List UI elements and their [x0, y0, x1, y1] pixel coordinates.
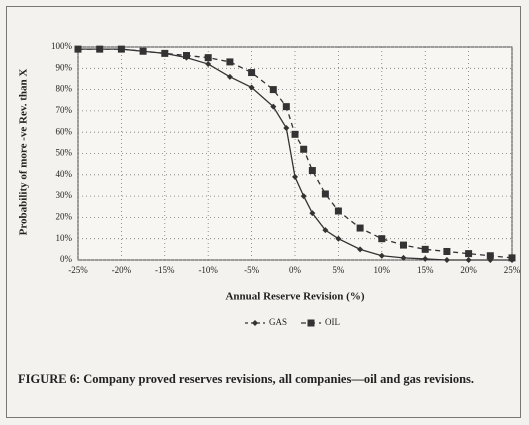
series-line: [78, 48, 513, 259]
marker: [300, 193, 307, 200]
y-tick-label: 60%: [56, 126, 73, 136]
marker: [139, 47, 147, 55]
y-tick-label: 80%: [56, 84, 73, 94]
marker: [443, 257, 450, 263]
frame: [6, 6, 521, 418]
x-tick-label: 5%: [332, 265, 345, 275]
marker: [508, 254, 516, 262]
marker: [309, 210, 316, 217]
marker: [282, 103, 290, 111]
y-tick-label: 40%: [56, 169, 73, 179]
marker: [322, 227, 329, 234]
marker: [421, 245, 429, 253]
x-tick-label: 0%: [289, 265, 302, 275]
marker: [248, 69, 256, 77]
marker: [96, 45, 104, 53]
legend-label: GAS: [269, 317, 287, 327]
marker: [357, 246, 364, 253]
marker: [117, 45, 125, 53]
marker: [335, 235, 342, 242]
marker: [74, 45, 82, 53]
marker: [204, 54, 212, 62]
y-axis-title: Probability of more -ve Rev. than X: [18, 69, 30, 236]
y-tick-label: 70%: [56, 105, 73, 115]
marker: [269, 86, 277, 94]
marker: [183, 52, 190, 60]
y-tick-label: 30%: [56, 190, 73, 200]
legend-marker: [307, 319, 315, 327]
chart: Annual Reserve Revision (%) Probability …: [18, 41, 521, 327]
marker: [300, 145, 308, 153]
x-tick-label: 20%: [460, 265, 477, 275]
y-tick-label: 0%: [60, 254, 73, 264]
marker: [226, 73, 233, 80]
y-tick-label: 10%: [56, 233, 73, 243]
x-tick-label: -25%: [68, 265, 88, 275]
marker: [226, 58, 234, 66]
marker: [465, 257, 472, 263]
marker: [400, 254, 407, 261]
marker: [443, 247, 451, 255]
x-tick-label: -20%: [112, 265, 132, 275]
x-tick-label: 25%: [504, 265, 521, 275]
marker: [270, 103, 277, 110]
legend-marker: [252, 320, 258, 326]
marker: [205, 61, 212, 68]
x-tick-label: 15%: [417, 265, 434, 275]
marker: [465, 250, 473, 258]
marker: [321, 190, 329, 198]
x-tick-label: -10%: [198, 265, 218, 275]
marker: [486, 252, 494, 260]
marker: [334, 207, 342, 215]
x-tick-label: -5%: [244, 265, 259, 275]
legend-label: OIL: [325, 317, 340, 327]
marker: [291, 130, 299, 138]
caption: FIGURE 6: Company proved reserves revisi…: [18, 372, 475, 386]
marker: [422, 255, 429, 262]
x-tick-label: -15%: [155, 265, 175, 275]
x-tick-label: 10%: [374, 265, 391, 275]
marker: [161, 49, 169, 57]
marker: [248, 84, 255, 91]
marker: [400, 241, 407, 249]
y-tick-label: 50%: [56, 148, 73, 158]
y-tick-label: 20%: [56, 211, 73, 221]
marker: [378, 252, 385, 259]
y-tick-label: 90%: [56, 62, 73, 72]
x-axis-title: Annual Reserve Revision (%): [225, 291, 364, 303]
marker: [356, 224, 364, 232]
marker: [292, 173, 298, 180]
marker: [283, 124, 290, 131]
marker: [378, 235, 386, 243]
y-tick-label: 100%: [51, 41, 73, 51]
marker: [308, 167, 316, 175]
